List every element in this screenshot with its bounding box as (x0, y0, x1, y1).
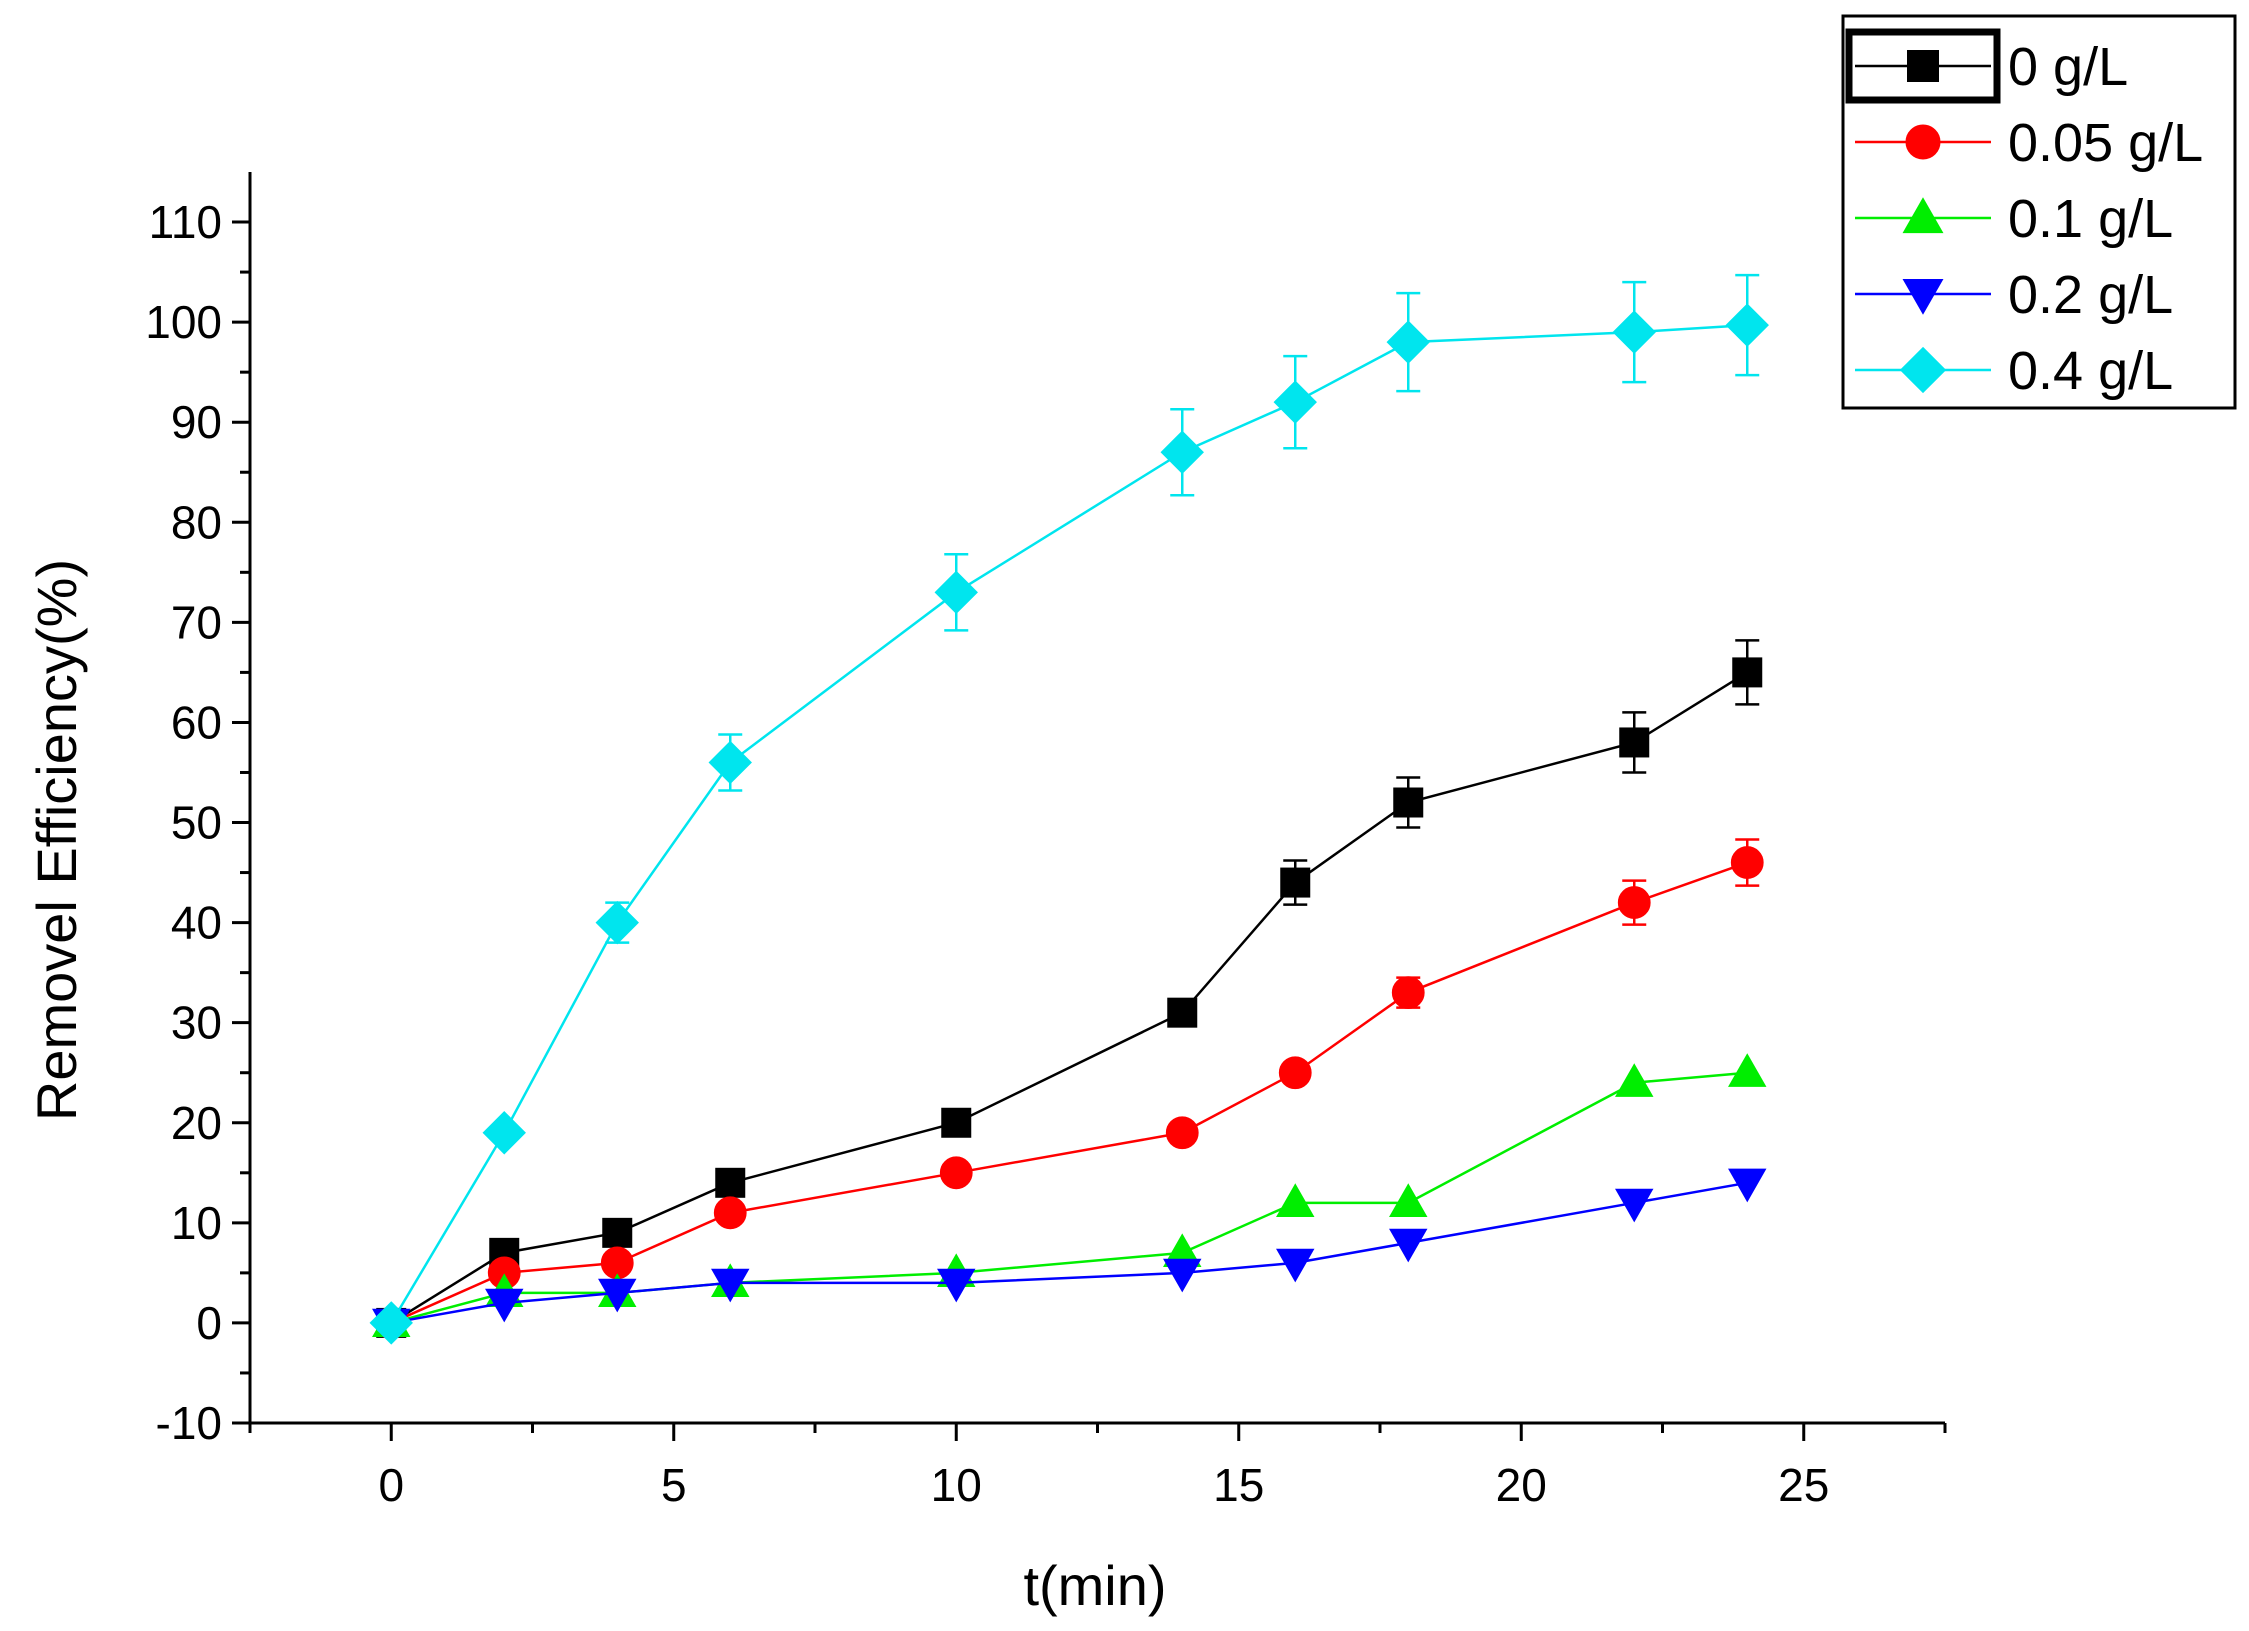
data-point (937, 1268, 976, 1303)
data-point (1612, 310, 1656, 354)
x-tick-label: 10 (931, 1459, 982, 1511)
data-point (1280, 867, 1311, 898)
y-axis-label: Removel Efficiency(%) (25, 559, 88, 1121)
data-point (1619, 727, 1650, 758)
legend-swatch-marker (1907, 50, 1939, 82)
series-layer (369, 273, 1769, 1345)
legend-label: 0.05 g/L (2008, 113, 2203, 173)
y-tick-label: 30 (171, 997, 222, 1049)
data-point (941, 1107, 972, 1138)
legend-swatch-marker (1899, 346, 1947, 394)
series-2 (372, 1053, 1767, 1338)
data-point (1617, 886, 1651, 919)
data-point (711, 1268, 750, 1303)
data-point (369, 1301, 413, 1345)
data-point (482, 1111, 526, 1155)
legend-swatch-marker (1902, 278, 1944, 315)
data-point (1278, 1056, 1312, 1090)
y-tick-label: 90 (171, 396, 222, 448)
data-point (1389, 1183, 1428, 1217)
y-tick-label: 70 (171, 596, 222, 648)
data-point (713, 1196, 747, 1230)
data-point (1273, 380, 1317, 424)
series-line (390, 671, 1748, 1324)
data-point (1165, 1116, 1199, 1150)
data-point (1728, 1053, 1767, 1087)
data-point (1732, 657, 1763, 688)
y-tick-label: 10 (171, 1197, 222, 1249)
data-point (595, 900, 639, 945)
legend-label: 0.2 g/L (2008, 265, 2173, 325)
data-point (1276, 1248, 1315, 1283)
data-point (1725, 303, 1769, 347)
data-point (1391, 976, 1425, 1010)
data-point (1276, 1183, 1315, 1217)
legend-selection-frame (1845, 28, 2001, 104)
data-point (1728, 1168, 1767, 1203)
x-tick-label: 20 (1496, 1459, 1547, 1511)
series-0 (376, 639, 1763, 1338)
y-tick-label: 20 (171, 1097, 222, 1149)
x-axis-label: t(min) (1023, 1554, 1166, 1617)
legend-item: 0.1 g/L (1855, 189, 2173, 249)
legend: 0 g/L 0.05 g/L 0.1 g/L 0.2 g/L 0.4 g/L (1841, 14, 2237, 410)
x-tick-label: 5 (661, 1459, 687, 1511)
y-tick-label: -10 (156, 1397, 222, 1449)
data-point (1389, 1228, 1428, 1263)
legend-label: 0.4 g/L (2008, 341, 2173, 401)
series-line (390, 861, 1748, 1325)
data-point (485, 1288, 524, 1323)
series-3 (372, 1168, 1767, 1343)
data-point (598, 1278, 637, 1313)
legend-label: 0.1 g/L (2008, 189, 2173, 249)
data-point (939, 1156, 973, 1190)
legend-swatch-marker (1902, 197, 1944, 234)
data-point (708, 740, 752, 785)
data-point (1386, 320, 1430, 364)
y-tick-label: 40 (171, 897, 222, 949)
series-line (390, 323, 1748, 1324)
x-tick-label: 25 (1778, 1459, 1829, 1511)
data-point (1615, 1063, 1654, 1097)
data-point (1730, 846, 1764, 879)
data-point (1160, 430, 1204, 474)
series-4 (369, 273, 1769, 1345)
legend-item: 0.05 g/L (1855, 113, 2203, 173)
data-point (1393, 787, 1424, 818)
data-point (602, 1217, 633, 1248)
series-line (391, 1181, 1748, 1325)
y-tick-label: 100 (145, 296, 222, 348)
y-tick-label: 80 (171, 496, 222, 548)
data-point (934, 570, 978, 615)
data-point (1615, 1188, 1654, 1223)
y-tick-label: 50 (171, 797, 222, 849)
y-tick-label: 0 (196, 1297, 222, 1349)
legend-item: 0.4 g/L (1855, 341, 2173, 401)
axes: -10 0 10 20 30 40 50 60 70 80 90 100 110 0 5 10 15 20 25 (145, 172, 1947, 1511)
data-point (1163, 1258, 1202, 1293)
y-tick-label: 110 (149, 196, 222, 248)
x-tick-label: 15 (1213, 1459, 1264, 1511)
legend-swatch-marker (1905, 124, 1941, 160)
x-tick-label: 0 (378, 1459, 404, 1511)
series-line (390, 1071, 1748, 1325)
data-point (715, 1167, 746, 1198)
y-tick-label: 60 (171, 696, 222, 748)
legend-item: 0.2 g/L (1855, 265, 2173, 325)
legend-label: 0 g/L (2008, 37, 2128, 97)
data-point (1167, 997, 1198, 1028)
legend-item: 0 g/L (1855, 37, 2128, 97)
